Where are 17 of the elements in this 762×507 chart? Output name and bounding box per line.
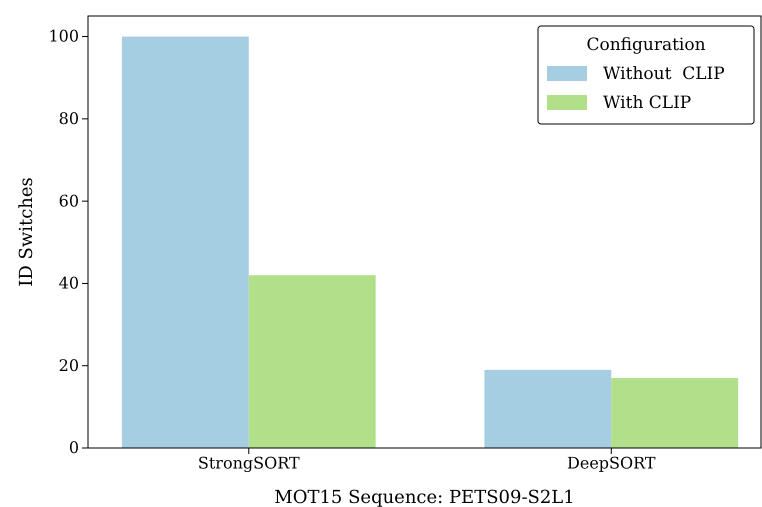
x-axis-title: MOT15 Sequence: PETS09-S2L1 [274, 487, 575, 507]
bar [248, 275, 376, 448]
y-tick-label: 80 [58, 108, 79, 128]
y-axis-title: ID Switches [16, 177, 37, 287]
y-tick-label: 40 [58, 274, 79, 293]
x-tick-label: DeepSORT [567, 453, 656, 472]
bar [484, 370, 612, 448]
bar [611, 378, 738, 448]
legend-title: Configuration [586, 35, 706, 55]
y-tick-label: 100 [48, 26, 79, 46]
y-tick-label: 0 [68, 438, 79, 458]
y-tick-label: 20 [58, 356, 79, 375]
legend-label: With CLIP [603, 93, 692, 113]
legend-label: Without CLIP [603, 64, 725, 84]
x-tick-label: StrongSORT [198, 453, 300, 472]
bar [122, 36, 249, 448]
y-tick-label: 60 [58, 191, 79, 210]
